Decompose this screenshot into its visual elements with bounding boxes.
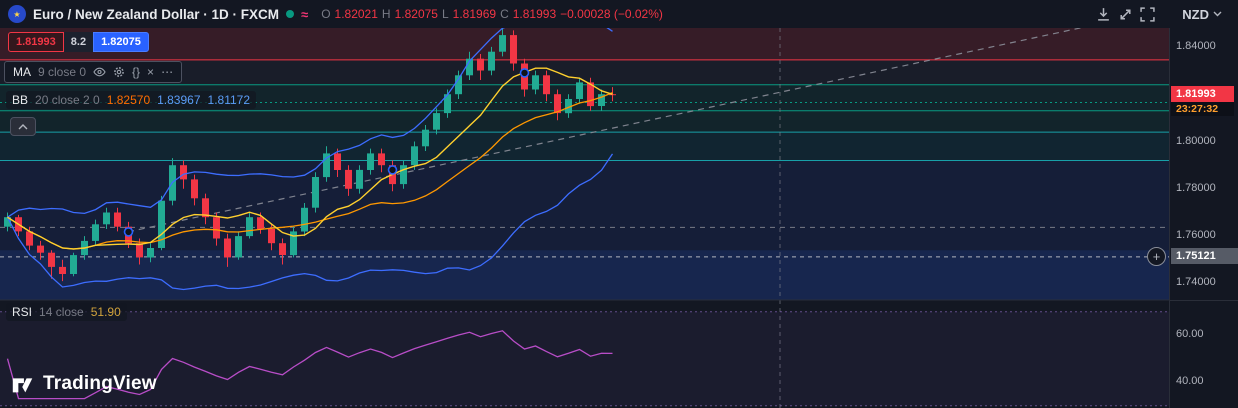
change-value: −0.00028 (−0.02%)	[560, 7, 663, 21]
bb-lower-value: 1.81172	[207, 93, 251, 107]
expand-icon[interactable]	[1118, 7, 1133, 22]
tradingview-logo-icon	[12, 378, 33, 393]
close-value: 1.81993	[512, 7, 557, 21]
crosshair-price-badge: 1.75121	[1171, 247, 1238, 264]
delayed-data-icon[interactable]: ≈	[301, 6, 309, 22]
collapse-legend-button[interactable]	[10, 117, 36, 136]
bar-countdown: 23:27:32	[1171, 102, 1234, 117]
sell-button[interactable]: 1.81993	[8, 32, 64, 52]
ma-indicator-legend[interactable]: MA 9 close 0 {} × ⋯	[4, 61, 183, 83]
rsi-value: 51.90	[90, 305, 121, 319]
price-scale-label: 1.80000	[1176, 134, 1216, 147]
last-price-value: 1.81993	[1171, 86, 1234, 103]
pane-separator[interactable]	[1170, 300, 1238, 301]
rsi-params: 14 close	[39, 305, 84, 319]
low-label: L	[441, 7, 449, 21]
bb-upper-value: 1.83967	[157, 93, 201, 107]
market-status-icon[interactable]	[286, 10, 295, 18]
open-value: 1.82021	[334, 7, 378, 21]
chevron-up-icon	[18, 123, 28, 129]
tradingview-logo[interactable]: TradingView	[10, 371, 157, 397]
rsi-indicator-legend[interactable]: RSI 14 close 51.90	[6, 303, 127, 321]
quote-panel: 1.81993 8.2 1.82075	[8, 32, 149, 52]
settings-gear-icon[interactable]	[113, 66, 125, 78]
bb-basis-value: 1.82570	[106, 93, 151, 107]
price-scale-label: 1.78000	[1176, 181, 1216, 194]
high-value: 1.82075	[394, 7, 438, 21]
price-scale-label: 1.84000	[1176, 39, 1216, 52]
high-label: H	[381, 7, 391, 21]
more-options-icon[interactable]: ⋯	[161, 65, 174, 79]
symbol-logo-icon: ★	[8, 5, 26, 23]
ma-params: 9 close 0	[38, 65, 87, 79]
bb-params: 20 close 2 0	[35, 93, 100, 107]
ohlc-readout: O 1.82021 H 1.82075 L 1.81969 C 1.81993 −0.0…	[321, 7, 663, 21]
rsi-name: RSI	[12, 305, 33, 319]
chart-header: ★ Euro / New Zealand Dollar · 1D · FXCM …	[0, 0, 1238, 28]
bb-indicator-legend[interactable]: BB 20 close 2 0 1.82570 1.83967 1.81172	[6, 91, 257, 109]
visibility-eye-icon[interactable]	[93, 67, 106, 77]
currency-dropdown[interactable]: NZD	[1176, 6, 1228, 23]
add-alert-plus-button[interactable]: +	[1147, 246, 1166, 266]
bb-name: BB	[12, 93, 29, 107]
close-label: C	[500, 7, 509, 21]
chevron-down-icon	[1213, 11, 1222, 17]
price-scale-label: 1.74000	[1176, 276, 1216, 289]
buy-button[interactable]: 1.82075	[93, 32, 149, 52]
ma-name: MA	[13, 65, 31, 79]
low-value: 1.81969	[452, 7, 497, 21]
rsi-scale-label: 60.00	[1176, 328, 1204, 341]
price-scale-label: 1.76000	[1176, 229, 1216, 242]
open-label: O	[321, 7, 331, 21]
last-price-badge: 1.81993 23:27:32	[1171, 86, 1234, 117]
price-scale[interactable]: 1.84000 1.80000 1.78000 1.76000 1.74000 60.00…	[1169, 0, 1238, 408]
currency-label: NZD	[1182, 6, 1209, 22]
symbol-title[interactable]: Euro / New Zealand Dollar · 1D · FXCM	[33, 6, 280, 22]
close-icon[interactable]: ×	[147, 65, 155, 79]
source-code-icon[interactable]: {}	[132, 65, 141, 79]
download-icon[interactable]	[1096, 7, 1111, 22]
tradingview-logo-text: TradingView	[43, 373, 157, 394]
rsi-scale-label: 40.00	[1176, 375, 1204, 388]
spread-value: 8.2	[63, 32, 94, 52]
fullscreen-icon[interactable]	[1140, 6, 1155, 22]
